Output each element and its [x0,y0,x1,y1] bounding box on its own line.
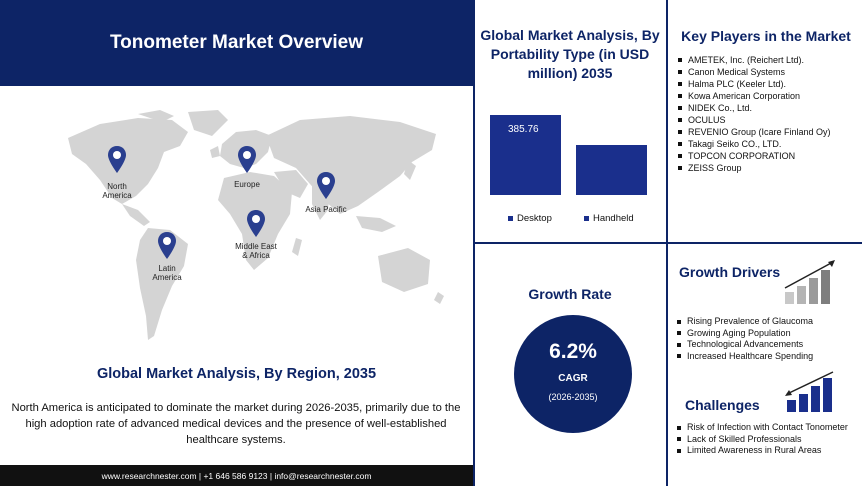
list-item: OCULUS [677,114,831,126]
legend-handheld: Handheld [584,213,634,224]
region-description: North America is anticipated to dominate… [11,402,461,446]
list-item: Takagi Seiko CO., LTD. [677,138,831,150]
pin-icon-latin-america [158,232,176,259]
pin-icon-asia-pacific [317,172,335,199]
legend-label-handheld: Handheld [593,213,634,224]
portability-chart-title: Global Market Analysis, By Portability T… [480,27,660,81]
list-item: Kowa American Corporation [677,90,831,102]
list-item: Lack of Skilled Professionals [676,434,856,446]
cagr-circle: 6.2% CAGR (2026-2035) [514,315,632,433]
region-section-title: Global Market Analysis, By Region, 2035 [96,366,377,382]
bar-desktop [490,115,561,195]
challenges-title: Challenges [685,397,760,413]
label-north-america: North America [102,182,132,200]
page-title: Tonometer Market Overview [109,32,364,53]
list-item: Risk of Infection with Contact Tonometer [676,422,856,434]
challenges-chart-icon [785,371,834,412]
list-item: Limited Awareness in Rural Areas [676,445,856,457]
region-panel: Tonometer Market Overview [0,0,473,486]
key-players-list: AMETEK, Inc. (Reichert Ltd). Canon Medica… [677,54,831,174]
list-item: NIDEK Co., Ltd. [677,102,831,114]
growth-drivers-list: Rising Prevalence of Glaucoma Growing Agi… [676,316,813,362]
growth-chart-icon [784,260,835,304]
label-middle-east-africa: Middle East & Africa [235,242,277,260]
pin-icon-europe [238,146,256,173]
cagr-label: CAGR [558,373,588,384]
challenges-list: Risk of Infection with Contact Tonometer… [676,422,856,457]
title-banner: Tonometer Market Overview [0,0,473,86]
growth-drivers-title: Growth Drivers [679,264,781,280]
pin-icon-middle-east-africa [247,210,265,237]
label-latin-america: Latin America [152,264,182,282]
bar-handheld [576,145,647,195]
list-item: Technological Advancements [676,339,813,351]
growth-rate-title: Growth Rate [528,286,612,302]
bar-value-label-desktop: 385.76 [508,124,539,135]
list-item: AMETEK, Inc. (Reichert Ltd). [677,54,831,66]
key-players-title: Key Players in the Market [681,28,851,44]
cagr-period: (2026-2035) [548,392,598,402]
list-item: Halma PLC (Keeler Ltd). [677,78,831,90]
cagr-value: 6.2% [549,340,597,363]
label-asia-pacific: Asia Pacific [305,205,347,214]
list-item: Growing Aging Population [676,328,813,340]
pin-icon-north-america [108,146,126,173]
divider-top-row [473,242,862,244]
list-item: Rising Prevalence of Glaucoma [676,316,813,328]
list-item: REVENIO Group (Icare Finland Oy) [677,126,831,138]
legend-swatch-desktop [508,216,513,221]
legend-swatch-handheld [584,216,589,221]
list-item: TOPCON CORPORATION [677,150,831,162]
list-item: Canon Medical Systems [677,66,831,78]
contact-footer: www.researchnester.com | +1 646 586 9123… [0,465,473,486]
label-europe: Europe [234,180,260,189]
list-item: ZEISS Group [677,162,831,174]
legend-desktop: Desktop [508,213,552,224]
list-item: Increased Healthcare Spending [676,351,813,363]
legend-label-desktop: Desktop [517,213,552,224]
